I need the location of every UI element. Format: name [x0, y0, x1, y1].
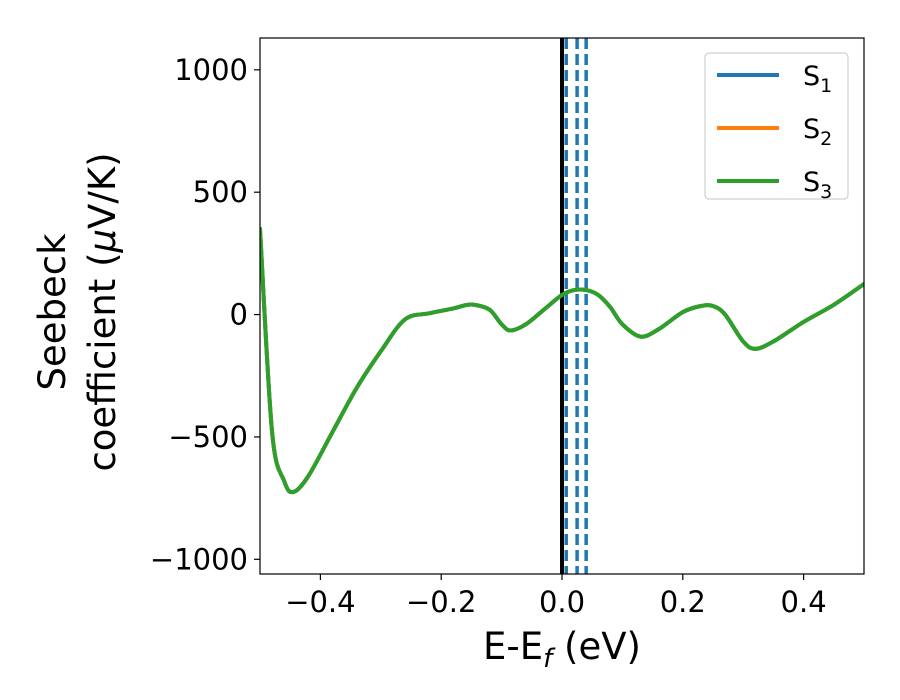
y-tick-label: 0 [230, 298, 248, 332]
y-tick-label: −500 [168, 420, 248, 454]
x-tick-label: 0.2 [660, 585, 706, 619]
y-axis-label: Seebeck coefficient (μV/K) [31, 152, 124, 471]
y-tick-label: −1000 [150, 542, 248, 576]
y-axis-label-line2: coefficient (μV/K) [81, 152, 124, 471]
x-tick-label: −0.2 [406, 585, 476, 619]
x-tick-label: 0.0 [539, 585, 585, 619]
series-lines [260, 226, 864, 495]
legend-label-3: S3 [803, 167, 832, 203]
legend: S1 S2 S3 [704, 52, 849, 203]
y-tick-label: 500 [193, 175, 248, 209]
x-axis-ticks: −0.4 −0.2 0.0 0.2 0.4 [285, 574, 827, 619]
x-tick-label: −0.4 [285, 585, 355, 619]
y-axis-ticks: −1000 −500 0 500 1000 [150, 53, 260, 576]
x-tick-label: 0.4 [781, 585, 827, 619]
x-axis-label: E-Ef (eV) [483, 625, 641, 674]
legend-label-2: S2 [803, 114, 832, 150]
y-axis-label-line1: Seebeck [31, 233, 74, 391]
y-tick-label: 1000 [174, 53, 248, 87]
legend-label-1: S1 [803, 61, 832, 97]
series-line-3 [260, 226, 864, 495]
vertical-lines [560, 38, 588, 574]
